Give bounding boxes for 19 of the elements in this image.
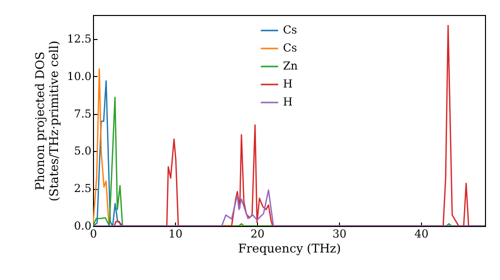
legend-label: Cs [283, 42, 298, 54]
y-tick-label: 0.0 [74, 220, 92, 232]
y-tick-label: 7.5 [74, 107, 92, 120]
line-series [93, 189, 485, 226]
y-tick-label: 5.0 [74, 144, 92, 158]
y-tick-label: 12.5 [67, 32, 92, 46]
x-tick-label: 10 [168, 228, 183, 240]
legend-label: H [283, 96, 293, 108]
legend-label: Cs [283, 24, 298, 36]
x-tick-label: 30 [332, 228, 347, 240]
x-tick-label: 20 [250, 228, 265, 240]
legend-label: H [283, 78, 293, 90]
x-tick-label: 40 [414, 228, 429, 240]
x-tick-label: 0 [90, 228, 97, 240]
y-tick-label: 10.0 [67, 70, 92, 83]
y-axis-title: Phonon projected DOS (States/THz·primitive cell) [33, 40, 62, 202]
x-axis-title: Frequency (THz) [238, 242, 341, 256]
legend-label: Zn [283, 60, 298, 72]
y-tick-label: 2.5 [74, 182, 92, 196]
